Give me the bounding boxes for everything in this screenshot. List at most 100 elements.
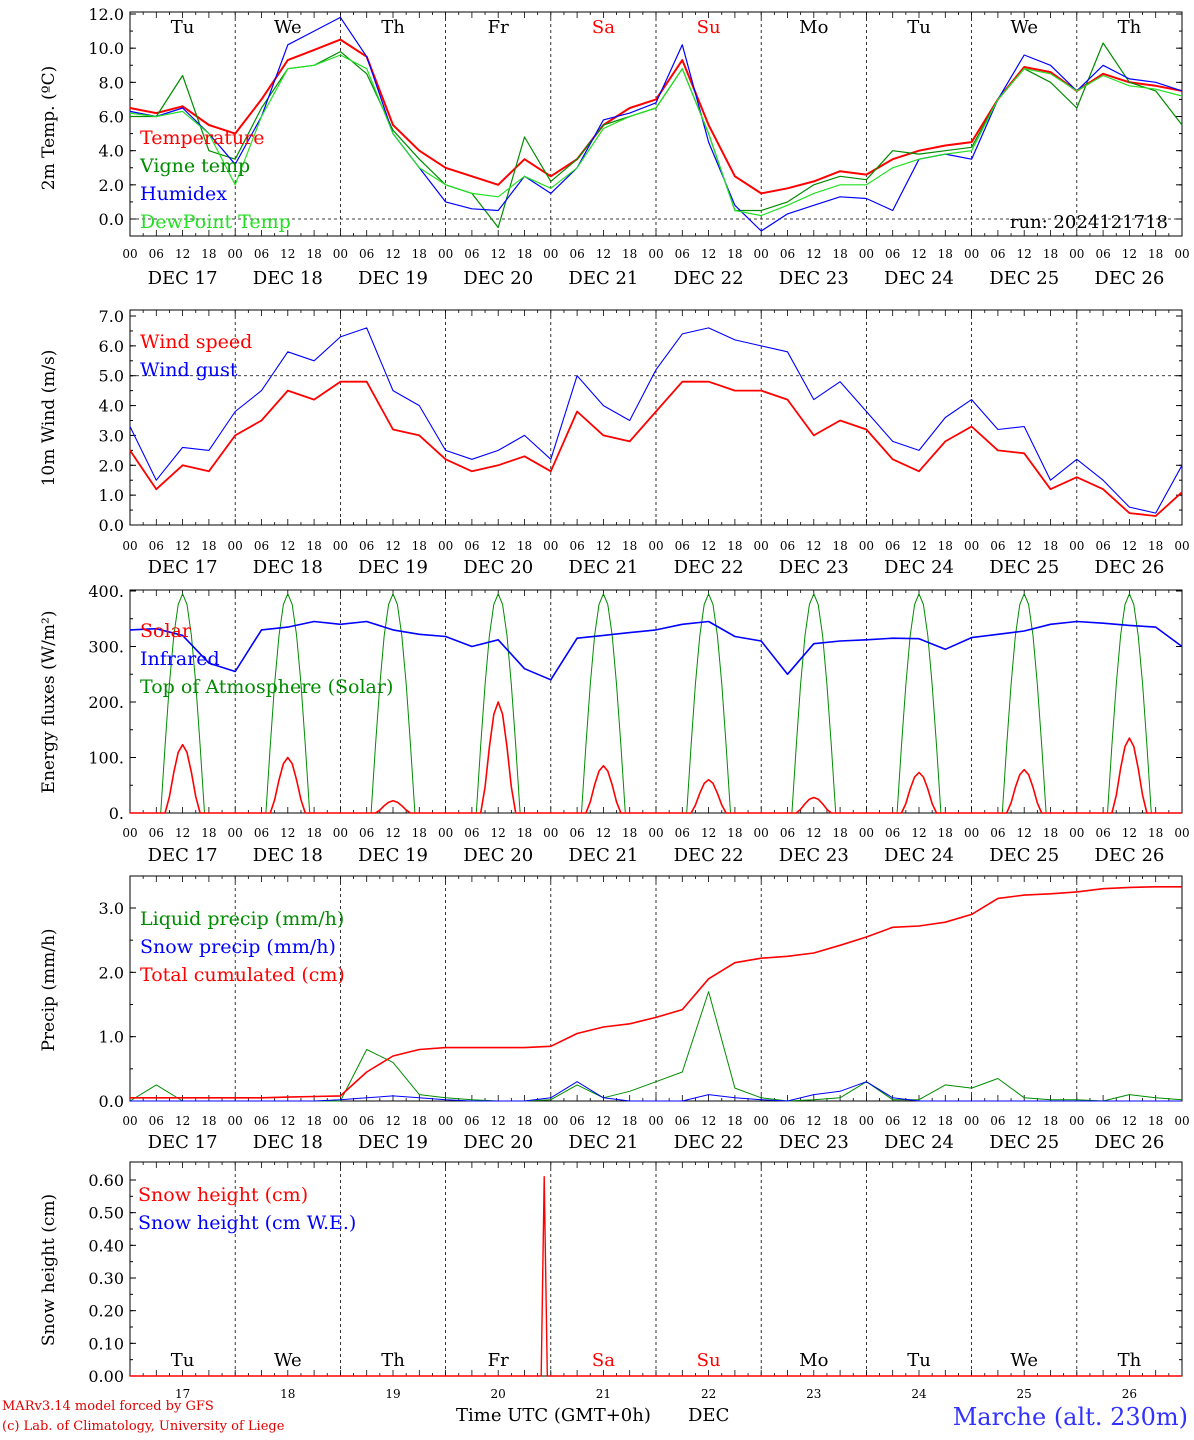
date-label: DEC 18 bbox=[253, 557, 323, 578]
legend-entry: Vigne temp bbox=[139, 155, 250, 177]
hour-tick-label: 12 bbox=[596, 826, 611, 840]
date-label: DEC 26 bbox=[1094, 268, 1164, 289]
hour-tick-label: 00 bbox=[964, 539, 979, 553]
hour-tick-label: 06 bbox=[885, 539, 900, 553]
toa-curve bbox=[340, 593, 446, 814]
date-label: DEC 25 bbox=[989, 557, 1059, 578]
y-tick-label: 0.50 bbox=[88, 1204, 124, 1223]
hour-tick-label: 06 bbox=[675, 826, 690, 840]
solar-curve bbox=[445, 701, 551, 814]
weekday-label: We bbox=[274, 1350, 302, 1371]
legend-entry: Wind speed bbox=[140, 331, 252, 353]
hour-tick-label: 18 bbox=[201, 826, 216, 840]
day-number-label: 19 bbox=[385, 1387, 400, 1401]
y-axis-label: Precip (mm/h) bbox=[39, 928, 59, 1051]
hour-tick-label: 00 bbox=[859, 247, 874, 261]
weekday-label: Mo bbox=[799, 17, 828, 38]
hour-tick-label: 12 bbox=[280, 1114, 295, 1128]
hour-tick-label: 12 bbox=[806, 826, 821, 840]
hour-tick-label: 00 bbox=[438, 247, 453, 261]
legend-entry: Solar bbox=[140, 620, 192, 642]
weekday-label: Fr bbox=[488, 1350, 509, 1371]
hour-tick-label: 00 bbox=[648, 539, 663, 553]
hour-tick-label: 18 bbox=[412, 826, 427, 840]
date-label: DEC 25 bbox=[989, 845, 1059, 866]
hour-tick-label: 12 bbox=[701, 247, 716, 261]
y-tick-label: 12.0 bbox=[88, 5, 124, 24]
hour-tick-label: 00 bbox=[543, 247, 558, 261]
hour-tick-label: 00 bbox=[543, 1114, 558, 1128]
day-number-label: 21 bbox=[596, 1387, 611, 1401]
y-tick-label: 8.0 bbox=[99, 73, 124, 92]
y-tick-label: 0. bbox=[109, 804, 124, 823]
weekday-label: Mo bbox=[799, 1350, 828, 1371]
hour-tick-label: 12 bbox=[596, 539, 611, 553]
series-line-dewpoint bbox=[129, 54, 1183, 217]
weekday-label: Sa bbox=[592, 1350, 615, 1371]
toa-curve bbox=[971, 593, 1077, 814]
hour-tick-label: 18 bbox=[938, 1114, 953, 1128]
series-line-humidex bbox=[129, 16, 1183, 232]
hour-tick-label: 18 bbox=[412, 539, 427, 553]
day-number-label: 26 bbox=[1122, 1387, 1137, 1401]
hour-tick-label: 00 bbox=[122, 539, 137, 553]
hour-tick-label: 06 bbox=[780, 1114, 795, 1128]
hour-tick-label: 06 bbox=[675, 1114, 690, 1128]
hour-tick-label: 18 bbox=[1043, 826, 1058, 840]
y-tick-label: 7.0 bbox=[99, 307, 124, 326]
time-axis: 00 06 12 18 00 06 12 18 00 06 12 18 00 06 12 18 00 06 12 18… bbox=[122, 826, 1189, 866]
legend-entry: Snow precip (mm/h) bbox=[140, 936, 336, 958]
date-label: DEC 17 bbox=[148, 845, 218, 866]
hour-tick-label: 06 bbox=[359, 826, 374, 840]
date-label: DEC 19 bbox=[358, 845, 428, 866]
hour-tick-label: 12 bbox=[175, 247, 190, 261]
date-label: DEC 26 bbox=[1094, 557, 1164, 578]
panel-4: 0.0 1.0 2.0 3.0 Precip (mm/h) bbox=[39, 875, 1183, 1111]
hour-tick-label: 06 bbox=[359, 539, 374, 553]
legend-entry: Snow height (cm) bbox=[138, 1184, 308, 1206]
hour-tick-label: 12 bbox=[491, 1114, 506, 1128]
y-tick-label: 0.0 bbox=[99, 210, 124, 229]
date-label: DEC 19 bbox=[358, 268, 428, 289]
hour-tick-label: 12 bbox=[1122, 826, 1137, 840]
hour-tick-label: 06 bbox=[780, 247, 795, 261]
date-label: DEC 17 bbox=[148, 1132, 218, 1153]
hour-tick-label: 12 bbox=[491, 539, 506, 553]
hour-tick-label: 12 bbox=[911, 247, 926, 261]
hour-tick-label: 00 bbox=[648, 1114, 663, 1128]
date-label: DEC 26 bbox=[1094, 1132, 1164, 1153]
legend-entry: Snow height (cm W.E.) bbox=[138, 1212, 356, 1234]
hour-tick-label: 12 bbox=[1017, 539, 1032, 553]
y-tick-label: 4.0 bbox=[99, 142, 124, 161]
date-label: DEC 21 bbox=[568, 1132, 638, 1153]
hour-tick-label: 12 bbox=[175, 539, 190, 553]
date-label: DEC 22 bbox=[674, 268, 744, 289]
hour-tick-label: 00 bbox=[438, 539, 453, 553]
hour-tick-label: 18 bbox=[306, 826, 321, 840]
day-number-label: 17 bbox=[175, 1387, 190, 1401]
hour-tick-label: 06 bbox=[149, 247, 164, 261]
day-number-label: 22 bbox=[701, 1387, 716, 1401]
hour-tick-label: 18 bbox=[1043, 247, 1058, 261]
date-label: DEC 26 bbox=[1094, 845, 1164, 866]
hour-tick-label: 06 bbox=[780, 826, 795, 840]
hour-tick-label: 00 bbox=[543, 826, 558, 840]
toa-curve bbox=[1076, 593, 1182, 814]
solar-curve bbox=[761, 796, 867, 814]
hour-tick-label: 18 bbox=[832, 826, 847, 840]
hour-tick-label: 12 bbox=[491, 247, 506, 261]
hour-tick-label: 18 bbox=[622, 539, 637, 553]
hour-tick-label: 18 bbox=[306, 1114, 321, 1128]
y-axis-label: 10m Wind (m/s) bbox=[39, 350, 59, 487]
hour-tick-label: 12 bbox=[806, 247, 821, 261]
hour-tick-label: 18 bbox=[622, 826, 637, 840]
weekday-label: Th bbox=[381, 17, 405, 38]
hour-tick-label: 00 bbox=[1069, 826, 1084, 840]
hour-tick-label: 18 bbox=[727, 826, 742, 840]
y-tick-label: 3.0 bbox=[99, 426, 124, 445]
hour-tick-label: 18 bbox=[201, 539, 216, 553]
date-label: DEC 22 bbox=[674, 557, 744, 578]
hour-tick-label: 00 bbox=[754, 539, 769, 553]
legend-entry: Top of Atmosphere (Solar) bbox=[140, 676, 393, 698]
hour-tick-label: 18 bbox=[832, 539, 847, 553]
